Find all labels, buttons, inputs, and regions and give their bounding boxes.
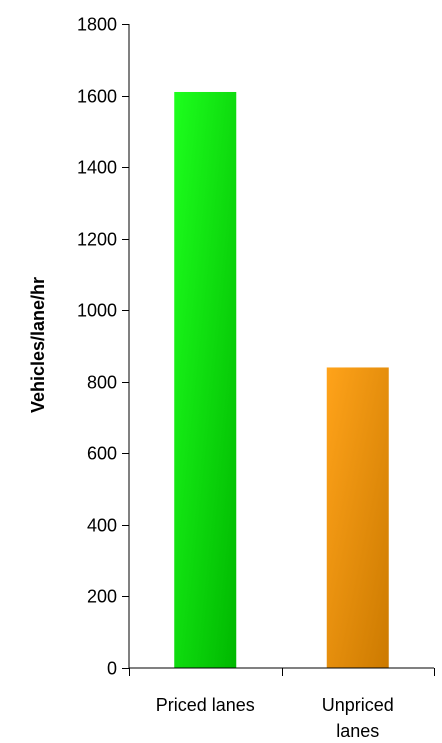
bar-priced-lanes <box>174 91 237 668</box>
y-tick-label: 1600 <box>77 87 117 107</box>
bar-unpriced-lanes <box>326 367 389 668</box>
y-tick-label: 400 <box>87 516 117 536</box>
axis-layer: 0 200 400 600 800 1000 1200 1400 1600 1800 Priced … <box>77 15 435 741</box>
y-tick-label: 1200 <box>77 230 117 250</box>
y-tick-label: 200 <box>87 587 117 607</box>
y-tick-label: 1800 <box>77 15 117 35</box>
y-tick-label: 800 <box>87 373 117 393</box>
y-axis-title: Vehicles/lane/hr <box>28 277 48 413</box>
y-tick-label: 0 <box>107 659 117 679</box>
y-tick-label: 600 <box>87 444 117 464</box>
y-tick-label: 1400 <box>77 158 117 178</box>
x-category-label: Unpriced lanes <box>322 695 394 741</box>
x-category-label: Priced lanes <box>156 695 255 715</box>
y-tick-label: 1000 <box>77 301 117 321</box>
bars-layer <box>174 91 389 668</box>
